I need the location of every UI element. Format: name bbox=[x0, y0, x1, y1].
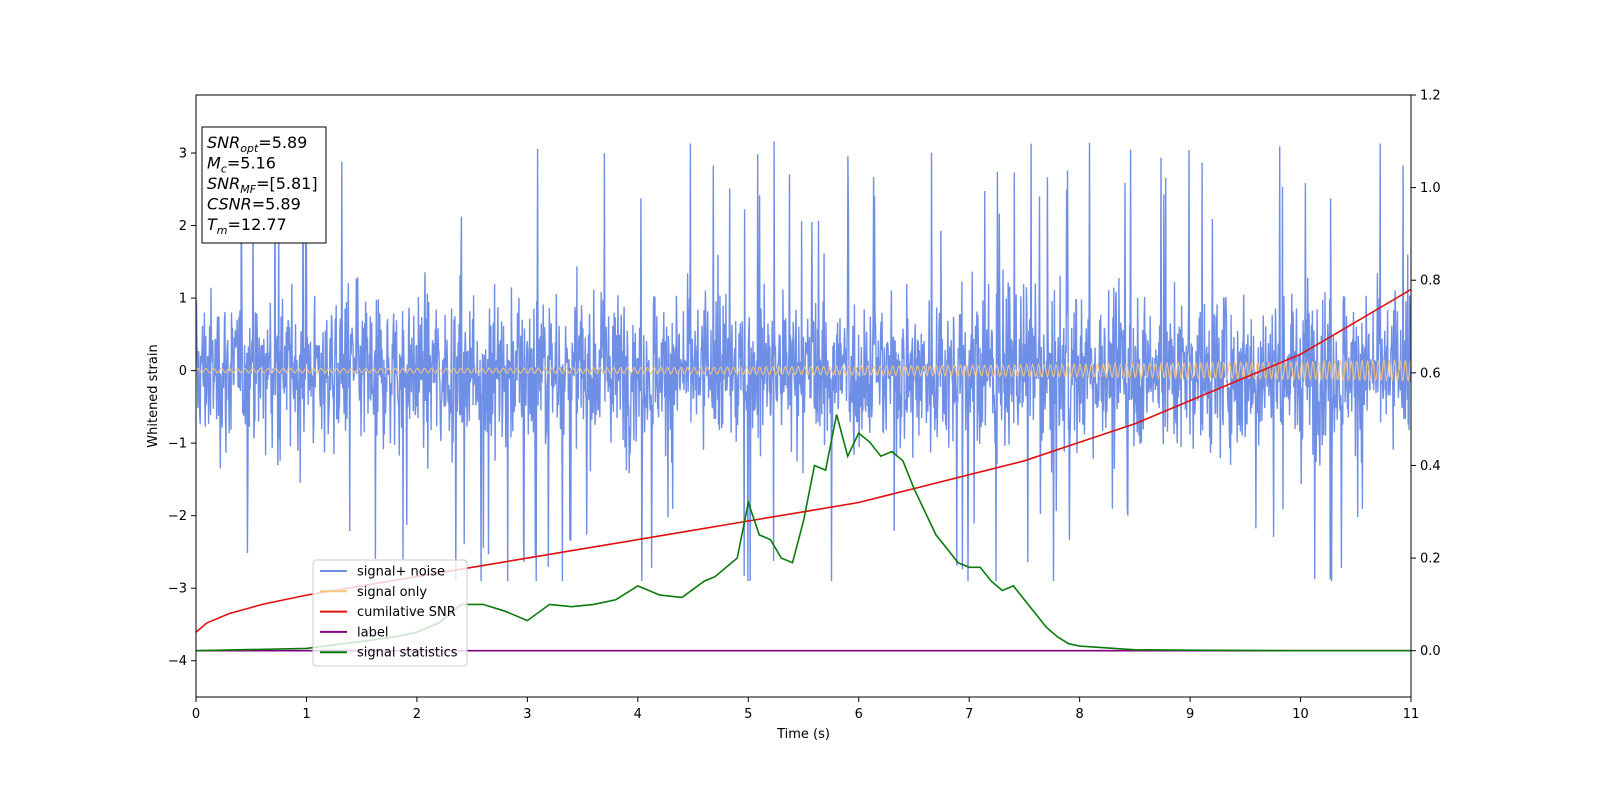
legend-entry-label: cumilative SNR bbox=[357, 605, 456, 620]
x-tick-label: 6 bbox=[855, 707, 863, 722]
annotation-box-frame bbox=[201, 126, 327, 244]
y-tick-label: −4 bbox=[168, 654, 187, 669]
x-axis-label: Time (s) bbox=[776, 727, 830, 742]
series-line-signal-statistics bbox=[196, 414, 1411, 652]
y-tick-label: 1 bbox=[179, 292, 187, 307]
y-tick-label: −2 bbox=[168, 509, 187, 524]
legend: signal+ noise signal only cumilative SNR la… bbox=[312, 559, 468, 667]
x-tick-label: 2 bbox=[413, 707, 421, 722]
y-axis-label: Whitened strain bbox=[146, 344, 161, 447]
y2-tick-label: 1.2 bbox=[1420, 89, 1441, 104]
annotation-line: CSNR=5.89 bbox=[207, 195, 301, 214]
x-tick-label: 7 bbox=[965, 707, 973, 722]
annotation-line: Mc=5.16 bbox=[207, 154, 276, 176]
y2-tick-label: 0.6 bbox=[1420, 366, 1441, 381]
y-tick-label: 3 bbox=[179, 147, 187, 162]
y-tick-label: 0 bbox=[179, 364, 187, 379]
axis-ticks: 0 1 2 3 4 5 6 7 8 9 10 11 −4 −3 −2 −1 0 1 2 3 0.0 0.2 0.4 0.6 0.… bbox=[168, 89, 1441, 723]
annotation-line: Tm=12.77 bbox=[207, 215, 287, 237]
legend-entry-label: signal statistics bbox=[357, 646, 458, 661]
x-tick-label: 9 bbox=[1186, 707, 1194, 722]
legend-entry-label: signal only bbox=[357, 585, 427, 600]
x-tick-label: 5 bbox=[744, 707, 752, 722]
y2-tick-label: 0.0 bbox=[1420, 644, 1441, 659]
x-tick-label: 4 bbox=[634, 707, 642, 722]
legend-entry-label: signal+ noise bbox=[357, 565, 445, 580]
x-tick-label: 0 bbox=[192, 707, 200, 722]
legend-entry-label: label bbox=[357, 625, 388, 640]
x-tick-label: 1 bbox=[302, 707, 310, 722]
annotation-line: SNRopt=5.89 bbox=[207, 133, 307, 155]
y2-tick-label: 0.8 bbox=[1420, 274, 1441, 289]
y2-tick-label: 1.0 bbox=[1420, 181, 1441, 196]
x-tick-label: 3 bbox=[523, 707, 531, 722]
y-tick-label: −3 bbox=[168, 582, 187, 597]
y-tick-label: −1 bbox=[168, 437, 187, 452]
legend-frame bbox=[312, 559, 468, 667]
series-line-signal-only bbox=[196, 358, 1411, 383]
y-tick-label: 2 bbox=[179, 219, 187, 234]
x-tick-label: 10 bbox=[1292, 707, 1309, 722]
y2-tick-label: 0.4 bbox=[1420, 459, 1441, 474]
snr-annotation-box: SNRopt=5.89Mc=5.16SNRMF=[5.81]CSNR=5.89T… bbox=[201, 126, 327, 244]
axes-frame bbox=[195, 94, 1412, 698]
series-line-signal-noise bbox=[196, 141, 1411, 582]
y2-tick-label: 0.2 bbox=[1420, 552, 1441, 567]
annotation-line: SNRMF=[5.81] bbox=[207, 174, 318, 196]
x-tick-label: 8 bbox=[1075, 707, 1083, 722]
x-tick-label: 11 bbox=[1403, 707, 1420, 722]
series-line-cumilative-snr bbox=[196, 288, 1411, 633]
